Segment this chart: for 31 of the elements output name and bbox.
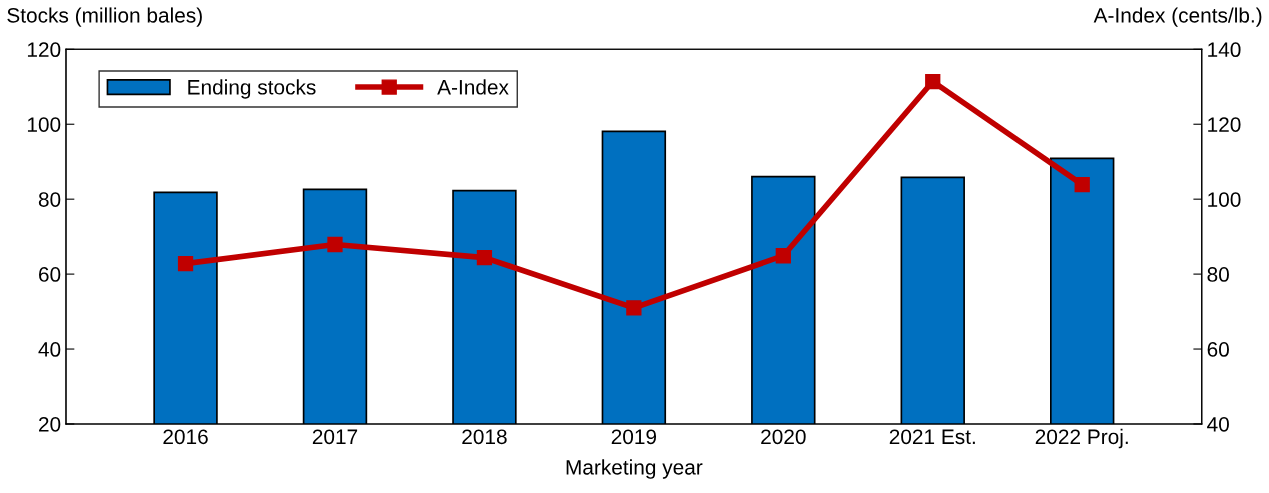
x-tick-label: 2016	[163, 429, 208, 445]
point	[1074, 176, 1090, 193]
y2-axis-title: A-Index (cents/lb.)	[1093, 7, 1262, 27]
y2-tick-label: 100	[1208, 192, 1241, 207]
y-tick-label: 40	[38, 342, 61, 357]
y2-tick-label: 40	[1207, 416, 1229, 432]
point	[775, 248, 791, 264]
x-tick-label: 2020	[761, 429, 806, 445]
y-tick-label: 120	[27, 42, 61, 58]
point	[626, 300, 642, 316]
legend-label: A-Index	[437, 79, 509, 95]
legend-label: Ending stocks	[188, 79, 316, 99]
x-tick-label: 2017	[312, 429, 358, 445]
y-tick-label: 60	[39, 267, 61, 282]
y-axis-title: Stocks (million bales)	[7, 7, 202, 27]
x-tick-label: 2019	[611, 429, 657, 445]
y2-tick-label: 60	[1207, 342, 1229, 357]
y2-tick-label: 120	[1208, 117, 1241, 132]
x-tick-label: 2022 Proj.	[1035, 428, 1128, 449]
y-tick-label: 20	[39, 416, 61, 432]
x-tick-label: 2018	[462, 429, 507, 445]
x-tick-label: 2021 Est.	[889, 429, 975, 445]
y-tick-label: 80	[38, 192, 61, 207]
y-tick-label: 100	[27, 117, 61, 132]
point	[925, 73, 941, 90]
point	[177, 255, 194, 272]
x-axis-title: Marketing year	[566, 459, 703, 479]
point	[476, 249, 493, 266]
y2-tick-label: 80	[1207, 267, 1229, 282]
point	[327, 236, 343, 253]
y2-tick-label: 140	[1208, 42, 1241, 58]
